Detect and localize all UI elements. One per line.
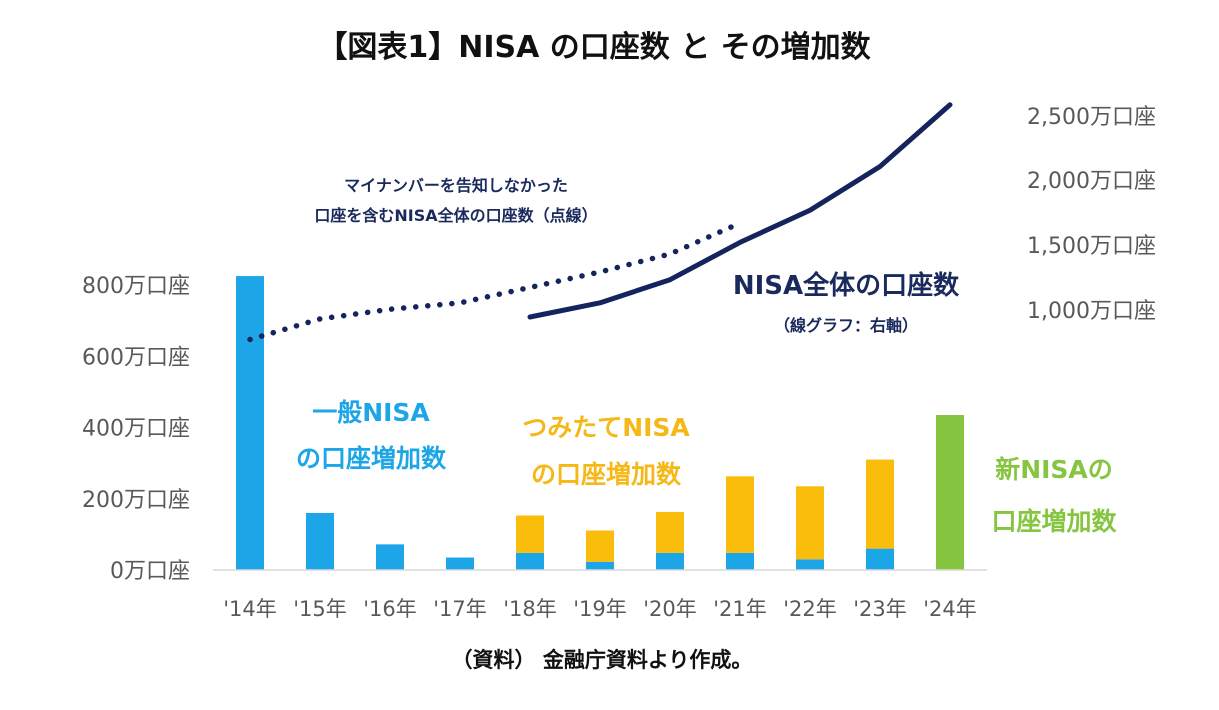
left-axis-ticks: 0万口座 200万口座 400万口座 600万口座 800万口座 xyxy=(82,274,190,584)
bar-1-4 xyxy=(446,557,474,570)
new-nisa-label-1: 新NISAの xyxy=(995,455,1113,484)
left-tick-2: 200万口座 xyxy=(82,488,190,513)
bar-1-3 xyxy=(376,544,404,570)
bar-2-7 xyxy=(656,511,684,553)
bar-1-6 xyxy=(586,561,614,570)
bar-1-7 xyxy=(656,552,684,570)
bar-1-10 xyxy=(866,548,894,570)
x-tick-3: '16年 xyxy=(363,597,417,621)
bar-2-5 xyxy=(516,515,544,553)
x-tick-5: '18年 xyxy=(503,597,557,621)
total-accounts-sublabel: （線グラフ：右軸） xyxy=(774,316,918,335)
bar-2-8 xyxy=(726,476,754,553)
right-axis-ticks: 1,000万口座 1,500万口座 2,000万口座 2,500万口座 xyxy=(1027,105,1156,324)
bar-1-8 xyxy=(726,552,754,570)
right-tick-3: 2,000万口座 xyxy=(1027,169,1156,194)
dotted-line-note-1: マイナンバーを告知しなかった xyxy=(344,176,568,195)
tsumitate-nisa-label-2: の口座増加数 xyxy=(531,460,682,489)
right-tick-2: 1,500万口座 xyxy=(1027,234,1156,259)
x-tick-2: '15年 xyxy=(293,597,347,621)
bar-2-10 xyxy=(866,459,894,549)
x-tick-4: '17年 xyxy=(433,597,487,621)
total-accounts-line xyxy=(527,102,953,320)
total-accounts-label: NISA全体の口座数 xyxy=(733,270,960,301)
x-tick-6: '19年 xyxy=(573,597,627,621)
dotted-line-note-2: 口座を含むNISA全体の口座数（点線） xyxy=(314,206,597,225)
tsumitate-nisa-label-1: つみたてNISA xyxy=(522,413,690,442)
bar-layer xyxy=(236,276,964,570)
right-tick-1: 1,000万口座 xyxy=(1027,299,1156,324)
dotted-total-line xyxy=(247,220,743,343)
x-tick-11: '24年 xyxy=(923,597,977,621)
left-tick-5: 800万口座 xyxy=(82,274,190,299)
bar-1-5 xyxy=(516,552,544,570)
left-tick-3: 400万口座 xyxy=(82,417,190,442)
x-tick-10: '23年 xyxy=(853,597,907,621)
bar-1-9 xyxy=(796,559,824,570)
chart-title: 【図表1】NISA の口座数 と その増加数 xyxy=(317,30,871,65)
bar-1-2 xyxy=(306,513,334,570)
line-layer xyxy=(247,102,953,343)
x-axis-ticks: '14年 '15年 '16年 '17年 '18年 '19年 '20年 '21年 '22年 '23年… xyxy=(223,597,977,621)
left-tick-1: 0万口座 xyxy=(110,559,190,584)
x-tick-8: '21年 xyxy=(713,597,767,621)
x-tick-1: '14年 xyxy=(223,597,277,621)
x-tick-9: '22年 xyxy=(783,597,837,621)
right-tick-4: 2,500万口座 xyxy=(1027,105,1156,130)
bar-2-9 xyxy=(796,486,824,560)
general-nisa-label-2: の口座増加数 xyxy=(296,444,447,473)
general-nisa-label-1: 一般NISA xyxy=(312,398,430,427)
bar-3-11 xyxy=(936,415,964,570)
source-note: （資料） 金融庁資料より作成。 xyxy=(452,648,753,672)
bar-1-1 xyxy=(236,276,264,570)
new-nisa-label-2: 口座増加数 xyxy=(991,507,1117,536)
bar-2-6 xyxy=(586,530,614,562)
left-tick-4: 600万口座 xyxy=(82,345,190,370)
x-tick-7: '20年 xyxy=(643,597,697,621)
